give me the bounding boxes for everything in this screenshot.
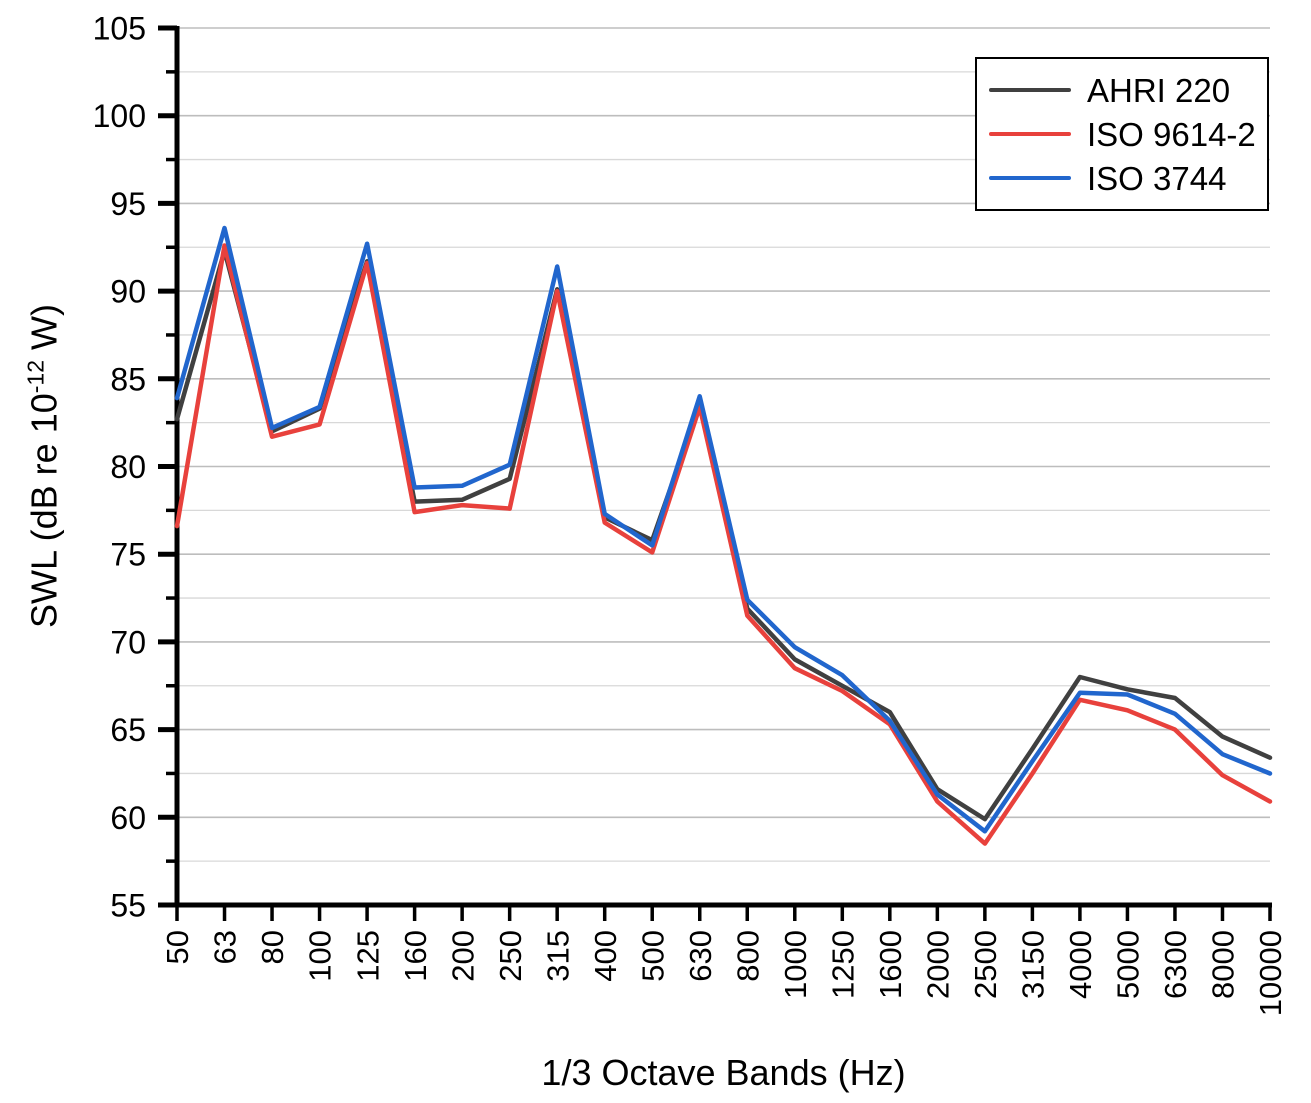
y-axis-title-superscript: -12 (22, 359, 49, 394)
y-tick-label: 55 (110, 888, 146, 924)
y-tick-label: 70 (110, 624, 146, 660)
legend-line-sample-iso-9614-2 (989, 132, 1071, 136)
x-tick-label: 10000 (1253, 930, 1288, 1016)
x-tick-label: 630 (683, 930, 718, 982)
x-tick-label: 1600 (873, 930, 908, 999)
x-tick-label: 3150 (1016, 930, 1051, 999)
y-tick-label: 105 (93, 11, 146, 47)
legend-label: ISO 3744 (1087, 159, 1227, 197)
x-tick-label: 8000 (1206, 930, 1241, 999)
y-tick-label: 85 (110, 361, 146, 397)
x-tick-label: 100 (303, 930, 338, 982)
y-tick-label: 65 (110, 712, 146, 748)
x-tick-label: 80 (255, 930, 290, 964)
y-axis-title: SWL (dB re 10-12 W) (23, 304, 66, 628)
x-tick-label: 6300 (1158, 930, 1193, 999)
x-tick-label: 2000 (921, 930, 956, 999)
legend-label: AHRI 220 (1087, 71, 1231, 109)
legend-line-sample-iso-3744 (989, 176, 1071, 180)
y-tick-label: 75 (110, 537, 146, 573)
y-axis-title-text: SWL (dB re 10 (23, 393, 65, 629)
legend-item: AHRI 220 (989, 68, 1257, 112)
x-tick-label: 800 (730, 930, 765, 982)
x-tick-label: 63 (208, 930, 243, 964)
y-axis-title-suffix: W) (23, 303, 65, 360)
x-tick-label: 160 (398, 930, 433, 982)
y-tick-label: 95 (110, 186, 146, 222)
x-tick-label: 200 (445, 930, 480, 982)
x-tick-label: 5000 (1111, 930, 1146, 999)
y-tick-label: 60 (110, 800, 146, 836)
series-line-iso-9614-2 (174, 243, 1273, 846)
y-tick-label: 90 (110, 274, 146, 310)
x-tick-label: 250 (493, 930, 528, 982)
legend-item: ISO 9614-2 (989, 112, 1257, 156)
x-tick-label: 400 (588, 930, 623, 982)
x-tick-label: 2500 (968, 930, 1003, 999)
legend: AHRI 220 ISO 9614-2 ISO 3744 (975, 57, 1269, 211)
legend-label: ISO 9614-2 (1087, 115, 1256, 153)
y-tick-label: 100 (93, 98, 146, 134)
x-tick-label: 50 (160, 930, 195, 964)
x-axis-title: 1/3 Octave Bands (Hz) (541, 1052, 906, 1093)
x-tick-label: 1000 (778, 930, 813, 999)
x-tick-label: 125 (350, 930, 385, 982)
x-tick-label: 4000 (1063, 930, 1098, 999)
x-tick-label: 500 (635, 930, 670, 982)
series-line-iso-3744 (174, 225, 1273, 834)
x-tick-label: 1250 (825, 930, 860, 999)
x-tick-label: 315 (540, 930, 575, 982)
y-tick-label: 80 (110, 449, 146, 485)
legend-item: ISO 3744 (989, 156, 1257, 200)
legend-line-sample-ahri-220 (989, 88, 1071, 92)
